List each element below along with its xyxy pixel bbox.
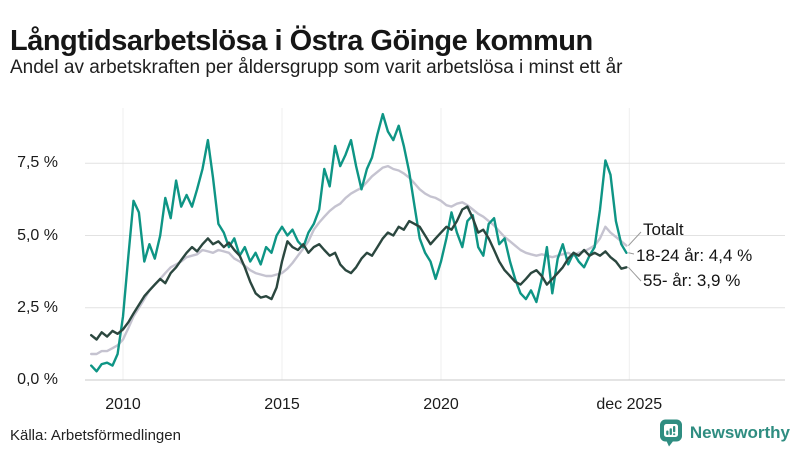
x-axis-tick-label: dec 2025 [596,396,663,413]
page-title: Långtidsarbetslösa i Östra Göinge kommun [10,25,593,58]
label-leader-line [628,266,642,282]
line-18-24 [89,112,628,373]
newsworthy-wordmark: Newsworthy [689,423,790,442]
y-axis-tick-label: 7,5 % [17,154,58,172]
x-axis-tick-label: 2020 [423,396,459,413]
x-axis-tick-label: 2015 [264,396,300,413]
chart-subtitle: Andel av arbetskraften per åldersgrupp s… [10,57,623,78]
y-axis-tick-label: 5,0 % [17,226,58,244]
y-axis-tick-label: 0,0 % [17,371,58,388]
x-axis-tick-label: 2010 [105,396,141,413]
source-credit: Källa: Arbetsförmedlingen [10,427,181,444]
newsworthy-bubble-chart-icon [659,419,682,447]
line-55plus [89,205,628,341]
line-totalt [89,164,628,356]
series-label-18-24: 18-24 år: 4,4 % [636,246,753,265]
newsworthy-logo: Newsworthy [659,419,790,447]
label-leader-line [628,231,642,246]
y-axis-tick-label: 2,5 % [17,298,58,316]
series-label-55plus: 55- år: 3,9 % [643,271,741,290]
series-label-totalt: Totalt [643,220,684,239]
label-leader-line [628,252,635,255]
